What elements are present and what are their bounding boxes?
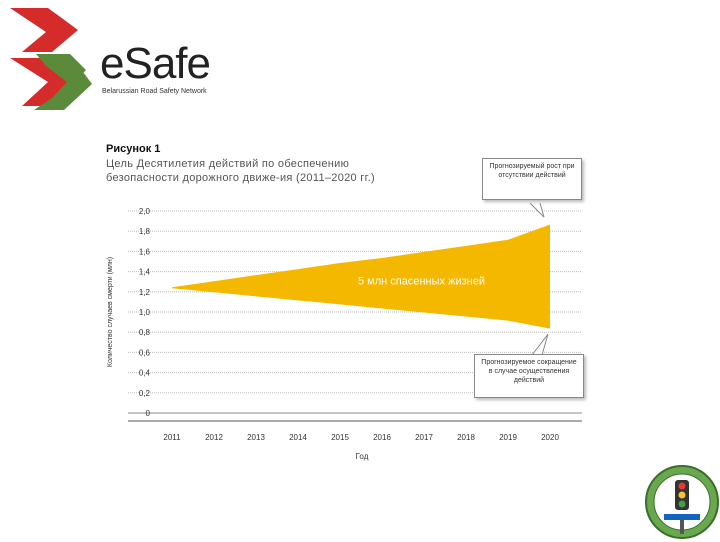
callout-pointer-bottom-outline xyxy=(531,333,549,356)
x-tick-label: 2017 xyxy=(415,433,433,442)
logo-name: eSafe xyxy=(100,39,211,88)
band-area xyxy=(172,225,550,329)
band-label: 5 млн спасенных жизней xyxy=(358,276,485,288)
y-tick-label: 0,6 xyxy=(139,348,151,357)
y-tick-label: 1,2 xyxy=(139,288,151,297)
x-tick-label: 2019 xyxy=(499,433,517,442)
road-safety-emblem xyxy=(645,465,719,539)
esafe-logo-mark xyxy=(10,8,92,110)
y-tick-label: 0,4 xyxy=(139,369,151,378)
y-tick-label: 1,6 xyxy=(139,247,151,256)
y-axis-title: Количество случаев смерти (млн) xyxy=(107,257,114,367)
x-tick-label: 2012 xyxy=(205,433,223,442)
x-axis-title: Год xyxy=(356,452,369,461)
x-tick-label: 2016 xyxy=(373,433,391,442)
annotation-growth: Прогнозируемый рост при отсутствии дейст… xyxy=(482,158,582,200)
annotation-reduction: Прогнозируемое сокращение в случае осуще… xyxy=(474,354,584,398)
figure-caption: Цель Десятилетия действий по обеспечению… xyxy=(106,158,375,184)
x-tick-label: 2011 xyxy=(163,433,181,442)
esafe-logo: eSafe Belarussian Road Safety Network xyxy=(8,8,228,118)
x-tick-label: 2013 xyxy=(247,433,265,442)
series-line-growth xyxy=(171,224,551,289)
y-tick-label: 1,4 xyxy=(139,268,151,277)
x-tick-label: 2014 xyxy=(289,433,307,442)
logo-subtitle: Belarussian Road Safety Network xyxy=(102,88,207,95)
y-tick-label: 0,2 xyxy=(139,389,151,398)
chart-area: 2,0 1,8 1,6 1,4 1,2 1,0 0,8 0,6 0,4 0,2 0 2011 2012 2… xyxy=(107,202,582,461)
y-tick-label: 0,8 xyxy=(139,328,151,337)
figure-label: Рисунок 1 xyxy=(106,143,161,155)
x-tick-label: 2020 xyxy=(541,433,559,442)
x-tick-label: 2018 xyxy=(457,433,475,442)
callout-pointer-top-outline xyxy=(529,202,545,218)
y-tick-label: 1,0 xyxy=(139,308,151,317)
x-tick-label: 2015 xyxy=(331,433,349,442)
y-tick-label: 1,8 xyxy=(139,227,151,236)
y-tick-label: 0 xyxy=(146,409,151,418)
y-tick-label: 2,0 xyxy=(139,207,151,216)
series-line-reduction xyxy=(171,287,551,329)
